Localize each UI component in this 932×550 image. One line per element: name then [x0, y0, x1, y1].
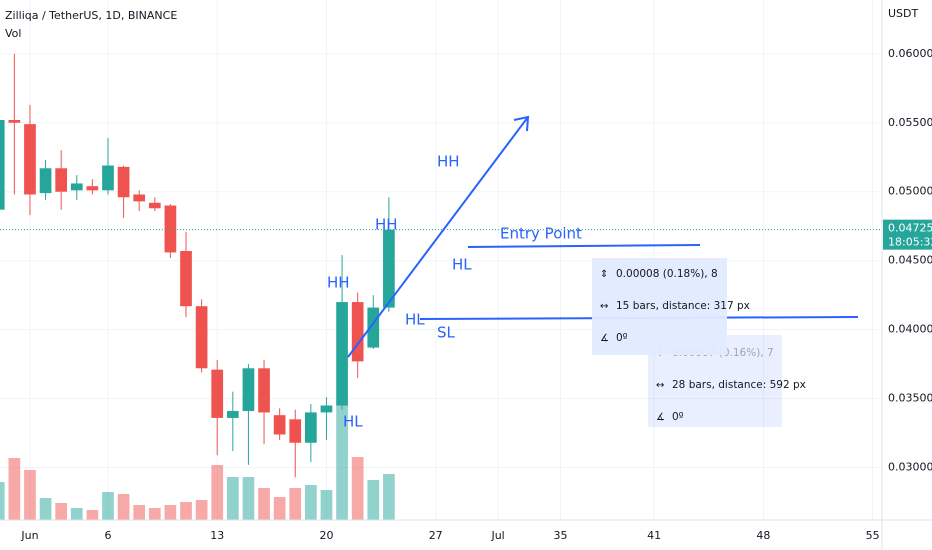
annotation: HL — [343, 413, 363, 431]
candle-body — [8, 120, 21, 123]
candle-body — [0, 120, 5, 210]
volume-bar — [273, 497, 286, 520]
candle-body — [351, 302, 364, 362]
y-tick-label: 0.05000 — [888, 185, 932, 198]
x-tick-label: 55 — [866, 529, 880, 542]
volume-bar — [289, 488, 302, 520]
annotation: Entry Point — [500, 225, 582, 243]
x-tick-label: Jun — [20, 529, 38, 542]
candle-body — [273, 415, 286, 435]
volume-bar — [367, 480, 380, 520]
measure-angle: 0º — [616, 332, 628, 344]
volume-bar — [55, 503, 68, 520]
volume-bar — [351, 457, 364, 520]
candle-body — [148, 202, 161, 209]
last-price-label: 0.04725 — [888, 222, 932, 235]
x-tick-label: Jul — [490, 529, 504, 542]
x-tick-label: 35 — [554, 529, 568, 542]
volume-bar — [336, 405, 348, 520]
volume-bar — [117, 494, 130, 520]
candle-body — [320, 405, 333, 413]
candle-body — [336, 302, 348, 406]
candle-body — [258, 368, 270, 413]
entry-line — [467, 244, 701, 248]
volume-bar — [8, 458, 21, 520]
chart-title: Zilliqa / TetherUS, 1D, BINANCE — [5, 9, 177, 22]
volume-bar — [320, 490, 333, 520]
trend-line — [347, 116, 529, 358]
y-tick-label: 0.04000 — [888, 323, 932, 336]
volume-bar — [242, 477, 255, 520]
candle-body — [86, 186, 99, 191]
annotation: HL — [452, 256, 472, 274]
volume-bar — [102, 492, 114, 520]
volume-bar — [24, 470, 36, 520]
volume-bar — [133, 505, 146, 520]
annotation: HH — [327, 274, 350, 292]
candle-body — [55, 168, 68, 192]
x-tick-label: 27 — [429, 529, 443, 542]
annotation: HH — [437, 153, 460, 171]
candle-body — [102, 165, 114, 191]
candle-body — [242, 368, 255, 412]
volume-bar — [305, 485, 317, 520]
candle-body — [289, 419, 302, 443]
annotation: SL — [437, 324, 456, 342]
y-tick-label: 0.06000 — [888, 47, 932, 60]
volume-label: Vol — [5, 27, 21, 40]
candle-body — [70, 183, 83, 191]
volume-bar — [0, 482, 5, 520]
volume-bar — [39, 498, 52, 520]
candle-body — [195, 306, 208, 369]
candle-body — [211, 369, 224, 418]
last-price-box — [883, 219, 932, 250]
measure-bars: 28 bars, distance: 592 px — [672, 379, 806, 391]
candle-body — [39, 168, 52, 194]
candle-body — [180, 251, 192, 307]
y-tick-label: 0.05500 — [888, 116, 932, 129]
y-axis-label: USDT — [888, 7, 919, 20]
x-tick-label: 20 — [319, 529, 333, 542]
arrow-head — [513, 115, 530, 132]
candle-body — [383, 229, 395, 308]
y-tick-label: 0.03500 — [888, 392, 932, 405]
volume-bar — [70, 508, 83, 520]
measure-price: 0.00008 (0.18%), 8 — [616, 268, 718, 280]
candle-body — [305, 412, 317, 443]
candle-body — [367, 307, 380, 348]
candle-body — [24, 124, 36, 195]
y-tick-label: 0.04500 — [888, 254, 932, 267]
x-tick-label: 13 — [210, 529, 224, 542]
y-tick-label: 0.03000 — [888, 461, 932, 474]
x-tick-label: 6 — [104, 529, 111, 542]
volume-bar — [180, 502, 192, 520]
volume-bar — [383, 474, 395, 520]
volume-bar — [258, 488, 270, 520]
x-tick-label: 41 — [647, 529, 661, 542]
measure-angle: 0º — [672, 411, 684, 423]
volume-bar — [86, 510, 99, 520]
annotation: HH — [375, 216, 398, 234]
measure-bars: 15 bars, distance: 317 px — [616, 300, 750, 312]
volume-bar — [148, 508, 161, 520]
volume-bar — [211, 465, 224, 520]
candle-body — [117, 166, 130, 198]
x-tick-label: 48 — [756, 529, 770, 542]
volume — [0, 405, 395, 520]
candle-body — [164, 205, 177, 253]
volume-bar — [164, 505, 177, 520]
candle-body — [133, 194, 146, 202]
volume-bar — [195, 500, 208, 520]
measure-box: ⇕ 0.00008 (0.18%), 8 ↔ 15 bars, distance: … — [592, 258, 750, 355]
countdown-label: 18:05:32 — [888, 236, 932, 249]
volume-bar — [226, 477, 239, 520]
candle-body — [226, 411, 239, 418]
annotation: HL — [405, 311, 425, 329]
